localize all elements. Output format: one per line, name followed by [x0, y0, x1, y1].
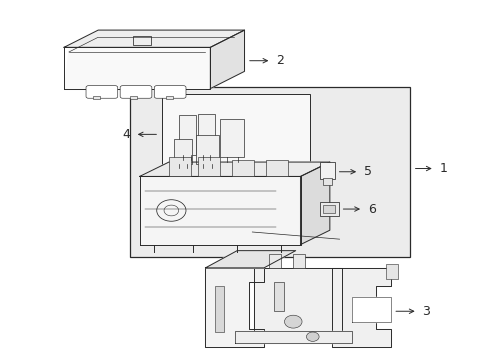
Text: 4: 4 — [122, 128, 130, 141]
Polygon shape — [300, 162, 329, 244]
Circle shape — [284, 315, 302, 328]
Polygon shape — [64, 30, 244, 47]
Polygon shape — [254, 268, 341, 332]
Bar — [268, 253, 281, 268]
Bar — [173, 139, 192, 164]
Bar — [198, 157, 220, 176]
Bar — [178, 116, 195, 155]
Bar — [198, 114, 215, 155]
Bar — [130, 96, 137, 99]
Bar — [293, 253, 305, 268]
Polygon shape — [205, 268, 264, 347]
Polygon shape — [210, 30, 244, 89]
Bar — [323, 205, 334, 213]
FancyBboxPatch shape — [120, 86, 152, 98]
Text: 5: 5 — [363, 165, 371, 178]
Bar — [161, 94, 310, 167]
Bar — [220, 119, 244, 157]
FancyBboxPatch shape — [86, 86, 118, 98]
Polygon shape — [140, 176, 300, 244]
Polygon shape — [234, 330, 351, 343]
Bar — [320, 162, 334, 179]
Polygon shape — [331, 268, 390, 347]
Text: 3: 3 — [422, 305, 429, 318]
FancyBboxPatch shape — [154, 86, 185, 98]
Bar — [273, 282, 283, 311]
Bar — [93, 96, 100, 99]
Polygon shape — [64, 47, 210, 89]
Bar — [168, 157, 190, 176]
Bar — [232, 160, 254, 176]
Bar — [323, 178, 331, 185]
Text: 2: 2 — [276, 54, 284, 67]
Bar — [166, 96, 173, 99]
Bar — [133, 36, 150, 45]
Bar — [130, 87, 409, 257]
Bar — [195, 135, 219, 164]
Bar — [320, 202, 338, 216]
Bar — [385, 264, 397, 279]
Bar — [266, 160, 288, 176]
Polygon shape — [205, 251, 295, 268]
Circle shape — [306, 332, 319, 341]
Polygon shape — [351, 297, 390, 321]
Text: 6: 6 — [367, 203, 375, 216]
Text: 1: 1 — [439, 162, 447, 175]
Polygon shape — [140, 162, 329, 176]
Bar — [215, 286, 224, 332]
